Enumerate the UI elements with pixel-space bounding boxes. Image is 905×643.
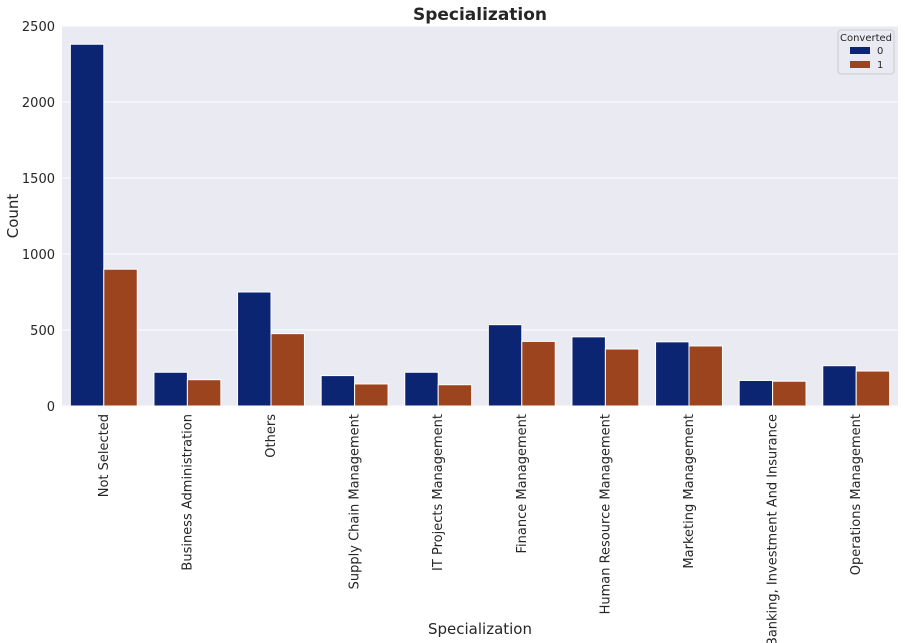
x-tick-label: IT Projects Management (431, 414, 446, 571)
legend-label-1: 1 (877, 60, 883, 71)
y-tick-labels: 0 500 1000 1500 2000 2500 (22, 20, 55, 415)
x-tick-label: Banking, Investment And Insurance (766, 414, 781, 643)
bar-converted-1 (688, 345, 723, 407)
y-tick-label: 2500 (22, 20, 55, 35)
bar-converted-1 (270, 333, 305, 407)
legend: Converted 0 1 (837, 29, 895, 75)
plot-background (62, 26, 898, 406)
x-tick-label: Not Selected (97, 414, 112, 497)
x-tick-label: Others (264, 414, 279, 458)
bar-converted-1 (354, 383, 389, 407)
legend-title: Converted (840, 33, 892, 44)
x-axis-label: Specialization (428, 620, 532, 638)
legend-label-0: 0 (877, 46, 883, 57)
bar-converted-1 (437, 384, 473, 407)
bars (69, 43, 891, 407)
y-tick-label: 0 (47, 400, 55, 415)
bar-converted-1 (521, 340, 556, 407)
bar-converted-0 (404, 371, 439, 407)
y-tick-label: 1000 (22, 248, 55, 263)
legend-swatch-1 (850, 61, 870, 68)
x-tick-labels: Not Selected Business Administration Other… (97, 414, 864, 643)
y-axis-label: Count (4, 194, 22, 239)
legend-swatch-0 (850, 47, 870, 54)
x-tick-label: Marketing Management (682, 414, 697, 569)
bar-converted-0 (571, 336, 606, 407)
bar-converted-1 (604, 348, 640, 407)
x-tick-label: Finance Management (515, 414, 530, 554)
bar-converted-0 (487, 324, 523, 407)
bar-converted-0 (320, 375, 356, 407)
x-tick-label: Business Administration (180, 414, 195, 571)
x-tick-label: Operations Management (849, 414, 864, 575)
bar-converted-0 (69, 43, 105, 407)
bar-converted-0 (237, 291, 272, 407)
x-tick-label: Human Resource Management (598, 414, 613, 614)
bar-converted-0 (655, 341, 690, 407)
bar-converted-0 (822, 365, 857, 407)
chart-title: Specialization (413, 5, 547, 25)
y-tick-label: 500 (30, 324, 55, 339)
bar-converted-0 (153, 371, 188, 407)
bar-converted-0 (738, 379, 774, 407)
y-tick-label: 1500 (22, 172, 55, 187)
bar-converted-1 (186, 379, 222, 407)
x-tick-label: Supply Chain Management (348, 414, 363, 589)
bar-converted-1 (772, 380, 807, 407)
bar-converted-1 (855, 370, 891, 407)
bar-converted-1 (103, 268, 138, 407)
y-tick-label: 2000 (22, 96, 55, 111)
